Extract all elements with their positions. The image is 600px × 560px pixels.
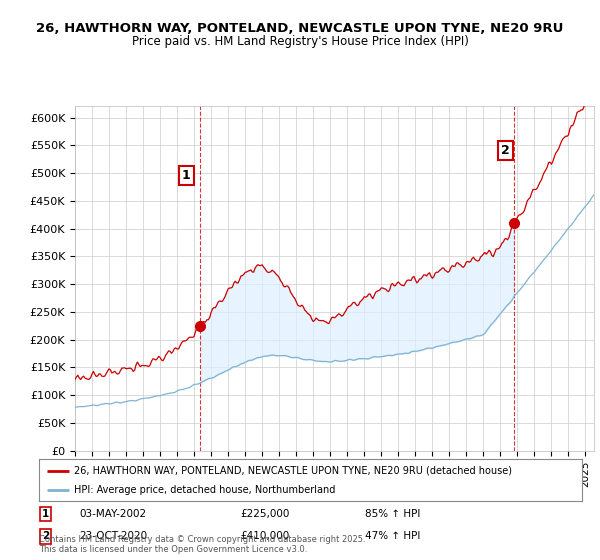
Text: 03-MAY-2002: 03-MAY-2002 — [80, 509, 147, 519]
Text: 23-OCT-2020: 23-OCT-2020 — [80, 531, 148, 542]
Text: 1: 1 — [42, 509, 49, 519]
Text: 2: 2 — [42, 531, 49, 542]
Text: 26, HAWTHORN WAY, PONTELAND, NEWCASTLE UPON TYNE, NE20 9RU: 26, HAWTHORN WAY, PONTELAND, NEWCASTLE U… — [37, 22, 563, 35]
Text: £225,000: £225,000 — [240, 509, 289, 519]
Text: 2: 2 — [502, 144, 510, 157]
Text: £410,000: £410,000 — [240, 531, 289, 542]
Text: 1: 1 — [182, 169, 191, 183]
Text: Price paid vs. HM Land Registry's House Price Index (HPI): Price paid vs. HM Land Registry's House … — [131, 35, 469, 48]
Text: Contains HM Land Registry data © Crown copyright and database right 2025.
This d: Contains HM Land Registry data © Crown c… — [39, 535, 365, 554]
Text: 85% ↑ HPI: 85% ↑ HPI — [365, 509, 420, 519]
Text: 47% ↑ HPI: 47% ↑ HPI — [365, 531, 420, 542]
Text: HPI: Average price, detached house, Northumberland: HPI: Average price, detached house, Nort… — [74, 485, 335, 495]
Text: 26, HAWTHORN WAY, PONTELAND, NEWCASTLE UPON TYNE, NE20 9RU (detached house): 26, HAWTHORN WAY, PONTELAND, NEWCASTLE U… — [74, 465, 512, 475]
